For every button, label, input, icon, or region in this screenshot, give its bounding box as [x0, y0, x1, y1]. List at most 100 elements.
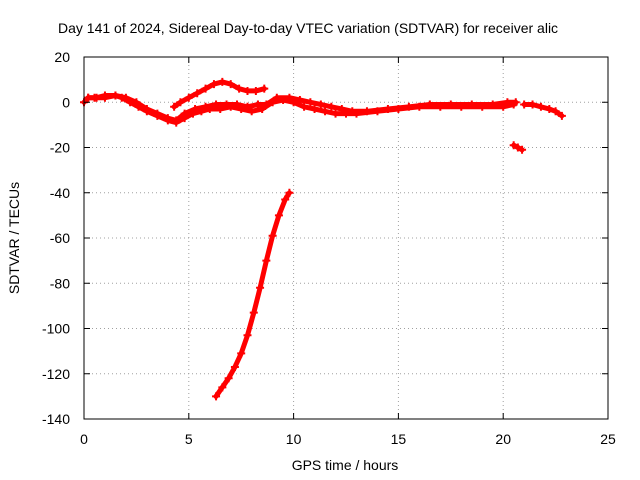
data-point [176, 98, 185, 107]
data-point [121, 93, 130, 102]
data-point [235, 84, 244, 93]
data-point [551, 107, 560, 116]
series-late-trace [520, 100, 566, 120]
y-tick-label: -100 [42, 321, 70, 337]
data-point [348, 107, 357, 116]
data-point [193, 89, 202, 98]
data-point [362, 107, 371, 116]
data-point [536, 102, 545, 111]
data-point [212, 392, 221, 401]
data-point [218, 383, 227, 392]
data-point [262, 256, 271, 265]
series-short-segment [509, 141, 527, 154]
x-tick-label: 5 [185, 431, 193, 447]
data-point [557, 111, 566, 120]
data-point [327, 102, 336, 111]
data-point [233, 100, 242, 109]
data-point [383, 105, 392, 114]
data-point [446, 100, 455, 109]
data-point [285, 93, 294, 102]
data-point [111, 91, 120, 100]
data-point [230, 362, 239, 371]
data-point [518, 145, 527, 154]
data-point [212, 100, 221, 109]
x-tick-label: 20 [495, 431, 511, 447]
data-point [253, 100, 262, 109]
x-tick-label: 15 [391, 431, 407, 447]
y-tick-label: 0 [62, 94, 70, 110]
series-steep-descent [212, 188, 294, 401]
y-tick-label: -20 [50, 140, 70, 156]
y-tick-label: -40 [50, 185, 70, 201]
data-point [163, 114, 172, 123]
data-point [262, 100, 271, 109]
data-point [226, 80, 235, 89]
x-tick-label: 0 [80, 431, 88, 447]
data-point [201, 102, 210, 111]
data-point [331, 109, 340, 118]
data-point [256, 283, 265, 292]
data-point [306, 98, 315, 107]
x-axis-label: GPS time / hours [292, 457, 399, 473]
data-point [180, 109, 189, 118]
data-point [249, 308, 258, 317]
data-point [153, 109, 162, 118]
x-tick-label: 25 [600, 431, 616, 447]
data-point [281, 195, 290, 204]
y-tick-label: -80 [50, 275, 70, 291]
data-point [201, 84, 210, 93]
data-point [222, 100, 231, 109]
data-point [243, 86, 252, 95]
data-point [285, 188, 294, 197]
data-point [488, 100, 497, 109]
ticks: 0 5 10 15 20 25 20 0 -20 -40 -60 -80 -100 -120 -140 [42, 49, 616, 447]
data-point [321, 107, 330, 116]
data-point [218, 77, 227, 86]
data-point [295, 95, 304, 104]
y-tick-label: -140 [42, 411, 70, 427]
data-point [272, 93, 281, 102]
data-point [404, 102, 413, 111]
data-point [142, 105, 151, 114]
data-point [503, 98, 512, 107]
data-point [191, 105, 200, 114]
data-point [251, 86, 260, 95]
data-point [310, 105, 319, 114]
chart-title: Day 141 of 2024, Sidereal Day-to-day VTE… [58, 20, 558, 36]
data-point [172, 116, 181, 125]
data-point [316, 100, 325, 109]
data-point [511, 98, 520, 107]
x-tick-label: 10 [286, 431, 302, 447]
data-point [337, 105, 346, 114]
data-point [520, 100, 529, 109]
data-point [545, 105, 554, 114]
series-main-trace-high [84, 91, 520, 125]
data-point [243, 102, 252, 111]
y-tick-label: -120 [42, 366, 70, 382]
data-point [467, 100, 476, 109]
data-point [243, 331, 252, 340]
data-point [268, 231, 277, 240]
data-point [184, 93, 193, 102]
data-point [100, 91, 109, 100]
data-point [247, 107, 256, 116]
y-tick-label: 20 [54, 49, 70, 65]
data-point [132, 98, 141, 107]
data-point [300, 102, 309, 111]
data-point [92, 93, 101, 102]
y-axis-label: SDTVAR / TECUs [6, 182, 22, 294]
data-point [170, 102, 179, 111]
data-point [237, 349, 246, 358]
data-point [509, 141, 518, 150]
data-point [260, 84, 269, 93]
data-point [274, 211, 283, 220]
data-point [84, 93, 93, 102]
y-tick-label: -60 [50, 230, 70, 246]
data-point [224, 374, 233, 383]
data-point [209, 80, 218, 89]
data-point [528, 100, 537, 109]
data-layer [80, 77, 566, 401]
series-elevated-arc [170, 77, 269, 111]
